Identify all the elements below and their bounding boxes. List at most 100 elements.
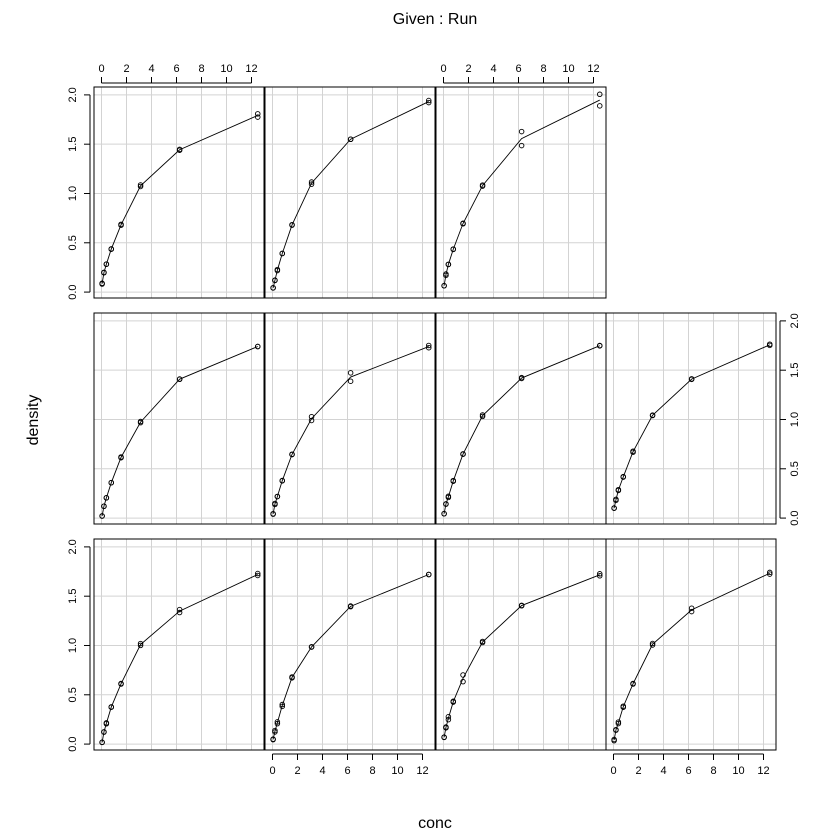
panel-10 [264,86,436,299]
x-tick-label: 0 [440,63,446,75]
mean-line [101,574,258,743]
data-point [426,99,432,106]
data-point [137,640,144,647]
data-point [347,136,354,143]
data-point [108,704,115,710]
data-point [597,91,603,98]
data-point [613,726,619,733]
panel-5 [93,312,265,525]
x-tick-label: 10 [220,63,232,75]
data-point [99,280,105,287]
panel-frame [93,538,265,751]
x-tick-label: 8 [369,765,375,777]
data-point [479,639,486,646]
panel-frame [264,312,436,525]
data-point [254,572,261,579]
data-point [108,246,115,252]
panel-frame [605,312,777,525]
data-point [688,376,695,383]
data-point [620,473,627,480]
y-tick-label: 0.0 [789,510,801,525]
data-point [613,497,619,504]
y-tick-label: 1.5 [67,137,79,152]
data-point [479,183,486,189]
data-point [272,277,278,283]
data-point [274,493,281,500]
data-point [450,477,457,484]
data-point [445,261,452,268]
data-point [597,571,603,577]
data-point [615,487,622,494]
data-point [118,681,124,687]
data-point [347,378,354,384]
data-point [274,720,281,727]
data-point [279,703,286,710]
panel-frame [264,538,436,751]
data-point [518,603,525,609]
data-point [101,269,107,276]
data-point [289,674,295,680]
y-tick-label: 2.0 [67,87,79,102]
data-point [254,111,261,117]
data-point [99,739,105,746]
data-point [688,605,695,611]
data-point [347,603,354,609]
x-tick-label: 12 [416,765,428,777]
data-point [688,608,695,615]
x-tick-label: 6 [344,765,350,777]
mean-line [272,574,429,740]
data-point [137,418,144,425]
data-point [137,183,144,190]
x-axis-title: conc [418,815,452,832]
y-tick-label: 1.0 [67,638,79,653]
mean-line [101,115,258,284]
data-point [347,370,354,376]
data-point [620,704,627,710]
data-point [450,699,457,705]
mean-line [272,101,429,288]
y-tick-label: 0.5 [67,687,79,702]
mean-line [443,345,600,514]
panel-frame [435,538,607,751]
data-point [460,678,466,685]
data-point [479,413,486,420]
x-tick-label: 4 [660,765,666,777]
data-point [103,720,110,726]
data-point [308,417,315,424]
data-point [445,494,452,501]
data-point [518,375,525,382]
data-point [118,454,124,460]
data-point [308,413,315,420]
y-tick-label: 0.5 [67,235,79,250]
data-point [611,736,617,743]
chart-title: Given : Run [393,11,477,28]
y-tick-label: 1.0 [67,186,79,201]
mean-line [101,346,258,517]
data-point [460,672,466,678]
data-point [426,342,432,349]
data-point [649,412,656,419]
x-tick-label: 2 [465,63,471,75]
x-axis-top: 0 2 4 6 8 10 12 [98,63,258,84]
panel-1 [93,538,265,751]
data-point [445,716,452,723]
x-axis-bottom: 0 2 4 6 8 10 12 [269,753,429,777]
x-tick-label: 2 [294,765,300,777]
y-axis-title: density [25,395,42,446]
data-point [308,179,315,185]
x-tick-label: 10 [562,63,574,75]
x-tick-label: 8 [198,63,204,75]
data-point [108,480,115,486]
data-point [176,609,183,616]
x-tick-label: 4 [319,765,325,777]
data-point [441,283,447,289]
data-point [176,376,183,382]
y-tick-label: 1.5 [789,363,801,378]
data-point [118,221,124,228]
x-tick-label: 4 [490,63,496,75]
panel-frame [605,538,777,751]
mean-line [613,572,770,741]
panel-frame [435,86,607,299]
x-tick-label: 10 [732,765,744,777]
